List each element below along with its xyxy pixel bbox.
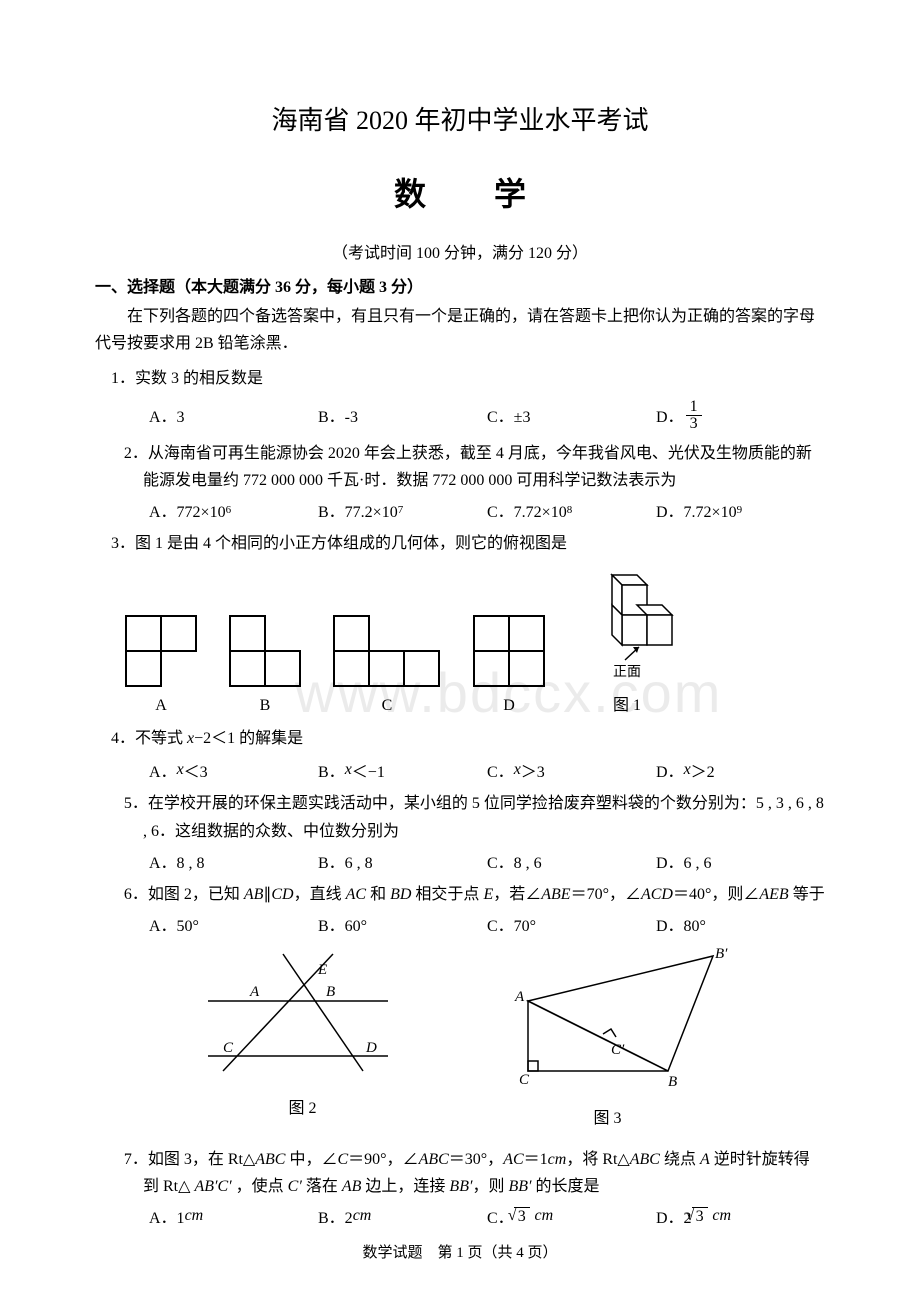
svg-text:C: C	[519, 1072, 530, 1088]
label-a: A	[155, 697, 167, 715]
q4-options: A．x＜3 B．x＜−1 C．x＞3 D．x＞2	[95, 758, 825, 782]
q7-opt-b: B．2cm	[318, 1204, 487, 1228]
q2-options: A．772×106 B．77.2×107 C．7.72×108 D．7.72×1…	[95, 498, 825, 522]
question-3: 3．图 1 是由 4 个相同的小正方体组成的几何体，则它的俯视图是 www.bd…	[95, 530, 825, 715]
q1-text: 1．实数 3 的相反数是	[95, 365, 825, 392]
question-4: 4．不等式 x−2＜1 的解集是 A．x＜3 B．x＜−1 C．x＞3 D．x＞…	[95, 725, 825, 782]
q6-opt-d: D．80°	[656, 912, 825, 936]
svg-text:E: E	[317, 962, 327, 978]
q3-figure-1: 正面 图 1	[577, 565, 677, 715]
question-2: 2．从海南省可再生能源协会 2020 年会上获悉，截至 4 月底，今年我省风电、…	[95, 440, 825, 522]
triangle-rotation-icon: A C B B′ C′	[483, 946, 733, 1096]
q2-opt-b: B．77.2×107	[318, 498, 487, 522]
q4-opt-d: D．x＞2	[656, 758, 825, 782]
q6-opt-c: C．70°	[487, 912, 656, 936]
page-footer: 数学试题 第 1 页（共 4 页）	[0, 1241, 920, 1262]
fig2-label: 图 2	[288, 1094, 316, 1118]
front-label: 正面	[613, 661, 641, 681]
question-1: 1．实数 3 的相反数是 A．3 B．-3 C．±3 D． 13	[95, 365, 825, 431]
svg-text:B: B	[668, 1074, 677, 1090]
q2-text: 2．从海南省可再生能源协会 2020 年会上获悉，截至 4 月底，今年我省风电、…	[127, 440, 825, 494]
svg-text:A: A	[514, 989, 525, 1005]
q5-opt-b: B．6 , 8	[318, 849, 487, 873]
parallel-lines-icon: A B C D E	[188, 946, 418, 1086]
exam-title: 海南省 2020 年初中学业水平考试	[95, 100, 825, 137]
instructions: 在下列各题的四个备选答案中，有且只有一个是正确的，请在答题卡上把你认为正确的答案…	[95, 303, 825, 357]
q5-options: A．8 , 8 B．6 , 8 C．8 , 6 D．6 , 6	[95, 849, 825, 873]
q7-options: A．1cm B．2cm C． 3 √ cm D．2 3 √ cm	[95, 1204, 825, 1228]
shape-d-icon	[473, 615, 545, 687]
q7-opt-a: A．1cm	[149, 1204, 318, 1228]
fig1-label: 图 1	[613, 691, 641, 715]
q1-opt-a: A．3	[149, 399, 318, 432]
svg-text:A: A	[249, 984, 260, 1000]
q3-option-b: B	[229, 615, 301, 715]
shape-c-icon	[333, 615, 441, 687]
svg-text:B′: B′	[715, 946, 728, 962]
fig3-label: 图 3	[593, 1104, 621, 1128]
q2-opt-c: C．7.72×108	[487, 498, 656, 522]
q6-figures: A B C D E 图 2 A C B B′ C′	[95, 946, 825, 1128]
q6-opt-a: A．50°	[149, 912, 318, 936]
question-6: 6．如图 2，已知 AB∥CD，直线 AC 和 BD 相交于点 E，若∠ABE＝…	[95, 881, 825, 1128]
q3-text: 3．图 1 是由 4 个相同的小正方体组成的几何体，则它的俯视图是	[95, 530, 825, 557]
q1-opt-c: C．±3	[487, 399, 656, 432]
q3-figures: www.bdccx.com A B C	[95, 565, 825, 715]
svg-text:C: C	[223, 1040, 234, 1056]
q2-opt-a: A．772×106	[149, 498, 318, 522]
svg-text:C′: C′	[611, 1042, 625, 1058]
question-5: 5．在学校开展的环保主题实践活动中，某小组的 5 位同学捡拾废弃塑料袋的个数分别…	[95, 790, 825, 872]
q5-text: 5．在学校开展的环保主题实践活动中，某小组的 5 位同学捡拾废弃塑料袋的个数分别…	[127, 790, 825, 844]
q4-opt-a: A．x＜3	[149, 758, 318, 782]
label-c: C	[382, 697, 393, 715]
q5-opt-d: D．6 , 6	[656, 849, 825, 873]
q1-opt-d: D． 13	[656, 399, 825, 432]
figure-2: A B C D E 图 2	[188, 946, 418, 1128]
svg-text:D: D	[365, 1040, 377, 1056]
q1-opt-b: B．-3	[318, 399, 487, 432]
cube-3d-icon	[577, 565, 677, 665]
q2-opt-d: D．7.72×109	[656, 498, 825, 522]
q5-opt-a: A．8 , 8	[149, 849, 318, 873]
svg-text:B: B	[326, 984, 335, 1000]
q6-text: 6．如图 2，已知 AB∥CD，直线 AC 和 BD 相交于点 E，若∠ABE＝…	[127, 881, 825, 908]
q6-opt-b: B．60°	[318, 912, 487, 936]
subject-title: 数 学	[95, 169, 825, 215]
q4-text: 4．不等式 x−2＜1 的解集是	[95, 725, 825, 752]
q7-text: 7．如图 3，在 Rt△ABC 中，∠C＝90°，∠ABC＝30°，AC＝1cm…	[127, 1146, 825, 1200]
label-d: D	[503, 697, 515, 715]
q7-opt-c: C． 3 √ cm	[487, 1204, 656, 1228]
figure-3: A C B B′ C′ 图 3	[483, 946, 733, 1128]
q3-option-a: A	[125, 615, 197, 715]
label-b: B	[260, 697, 271, 715]
question-7: 7．如图 3，在 Rt△ABC 中，∠C＝90°，∠ABC＝30°，AC＝1cm…	[95, 1146, 825, 1228]
q3-option-c: C	[333, 615, 441, 715]
q4-opt-c: C．x＞3	[487, 758, 656, 782]
q1-options: A．3 B．-3 C．±3 D． 13	[95, 399, 825, 432]
exam-info: （考试时间 100 分钟，满分 120 分）	[95, 239, 825, 263]
shape-a-icon	[125, 615, 197, 687]
q6-options: A．50° B．60° C．70° D．80°	[95, 912, 825, 936]
shape-b-icon	[229, 615, 301, 687]
section-title: 一、选择题（本大题满分 36 分，每小题 3 分）	[95, 273, 825, 297]
q4-opt-b: B．x＜−1	[318, 758, 487, 782]
q5-opt-c: C．8 , 6	[487, 849, 656, 873]
q3-option-d: D	[473, 615, 545, 715]
q7-opt-d: D．2 3 √ cm	[656, 1204, 825, 1228]
